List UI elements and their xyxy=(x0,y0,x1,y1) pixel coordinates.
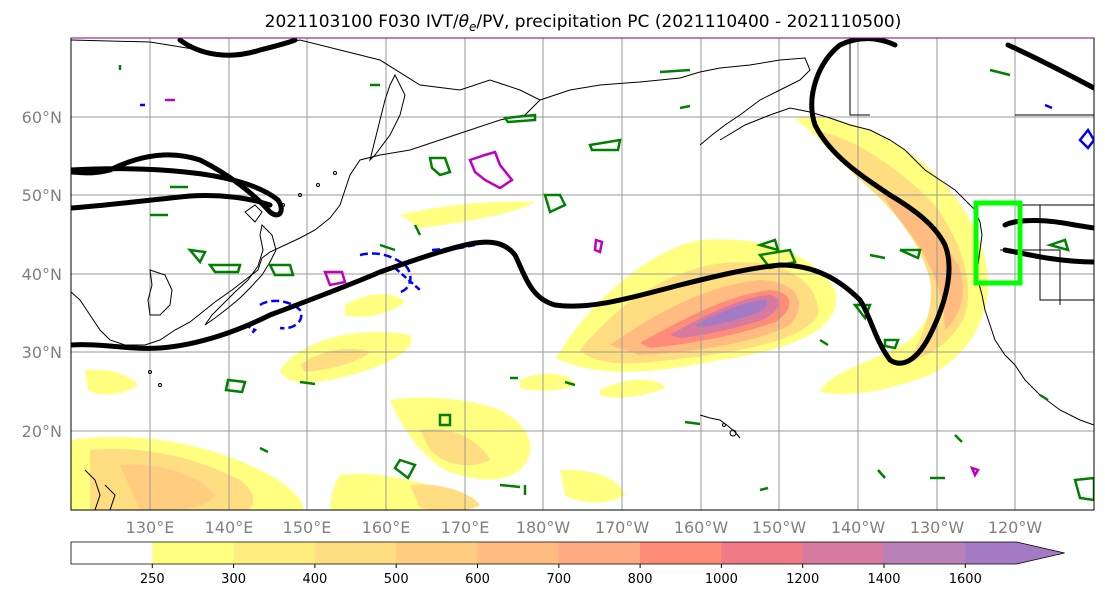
lon-label: 180°W xyxy=(516,518,571,537)
lon-label: 120°W xyxy=(988,518,1043,537)
target-region-box xyxy=(973,200,1023,286)
colorbar-tick-label: 1000 xyxy=(705,572,738,587)
longitude-labels: 130°E 140°E 150°E 160°E 170°E 180°W 170°… xyxy=(126,518,1043,537)
colorbar-tick-label: 400 xyxy=(302,572,327,587)
coastlines xyxy=(71,39,1094,510)
colorbar-segment xyxy=(640,542,722,564)
lat-label: 40°N xyxy=(22,265,62,284)
colorbar-segment xyxy=(396,542,478,564)
colorbar-tick-label: 1200 xyxy=(786,572,819,587)
lat-label: 30°N xyxy=(22,343,62,362)
colorbar-segment xyxy=(802,542,885,564)
colorbar-segment xyxy=(233,542,316,564)
colorbar-segment xyxy=(884,542,966,564)
lon-label: 140°W xyxy=(831,518,886,537)
colorbar-segment xyxy=(721,542,804,564)
lon-label: 150°W xyxy=(752,518,807,537)
lon-label: 130°W xyxy=(910,518,965,537)
colorbar-segment xyxy=(152,542,235,564)
theta-e-contours xyxy=(118,65,1094,502)
figure-title: 2021103100 F030 IVT/θe/PV, precipitation… xyxy=(265,12,902,34)
precipitation-shading xyxy=(71,116,989,510)
colorbar-tick-label: 300 xyxy=(221,572,246,587)
pv-positive-contours xyxy=(165,98,980,478)
colorbar-tick-label: 250 xyxy=(140,572,165,587)
lon-label: 160°W xyxy=(674,518,729,537)
ivt-contours xyxy=(71,38,1094,366)
lon-label: 170°W xyxy=(595,518,650,537)
lat-label: 60°N xyxy=(22,108,62,127)
colorbar-segment xyxy=(477,542,560,564)
lon-label: 160°E xyxy=(362,518,411,537)
colorbar-outline xyxy=(70,541,1065,565)
lon-label: 130°E xyxy=(126,518,175,537)
lat-label: 20°N xyxy=(22,422,62,441)
lon-label: 170°E xyxy=(441,518,490,537)
colorbar-segment xyxy=(558,542,641,564)
lon-label: 150°E xyxy=(283,518,332,537)
gridlines xyxy=(71,38,1094,510)
colorbar-segment xyxy=(71,542,153,564)
colorbar-tick-label: 700 xyxy=(546,572,571,587)
colorbar-tick-label: 1600 xyxy=(949,572,982,587)
latitude-labels: 20°N 30°N 40°N 50°N 60°N xyxy=(22,108,62,441)
colorbar: 250 300 400 500 600 700 800 1000 1200 1400 1600 xyxy=(70,541,1065,587)
colorbar-tick-label: 500 xyxy=(384,572,409,587)
colorbar-tick-label: 800 xyxy=(628,572,653,587)
colorbar-tick-label: 1400 xyxy=(867,572,900,587)
lon-label: 140°E xyxy=(205,518,254,537)
lat-label: 50°N xyxy=(22,186,62,205)
colorbar-tick-label: 600 xyxy=(465,572,490,587)
colorbar-segment xyxy=(965,542,1065,564)
colorbar-segment xyxy=(314,542,397,564)
